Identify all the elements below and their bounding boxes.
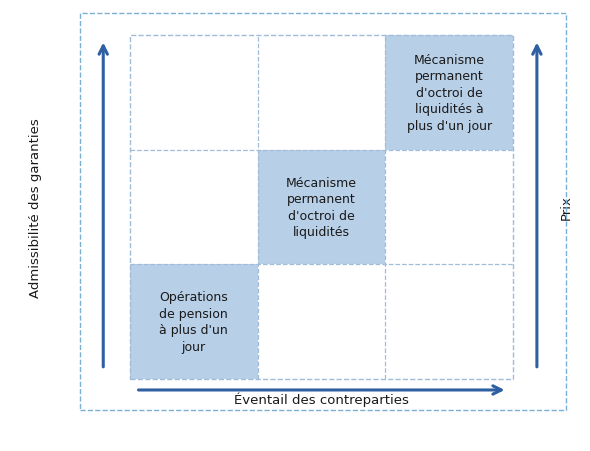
Text: Éventail des contreparties: Éventail des contreparties: [234, 391, 409, 406]
Text: Mécanisme
permanent
d'octroi de
liquidités: Mécanisme permanent d'octroi de liquidit…: [286, 176, 357, 239]
Bar: [80, 14, 566, 410]
Text: Admissibilité des garanties: Admissibilité des garanties: [29, 118, 42, 297]
Bar: [385, 36, 513, 150]
Bar: [130, 36, 513, 379]
Text: Mécanisme
permanent
d'octroi de
liquidités à
plus d'un jour: Mécanisme permanent d'octroi de liquidit…: [407, 54, 492, 133]
Bar: [130, 265, 258, 379]
Text: Opérations
de pension
à plus d'un
jour: Opérations de pension à plus d'un jour: [159, 290, 228, 353]
Bar: [258, 150, 385, 265]
Text: Prix: Prix: [560, 195, 573, 220]
